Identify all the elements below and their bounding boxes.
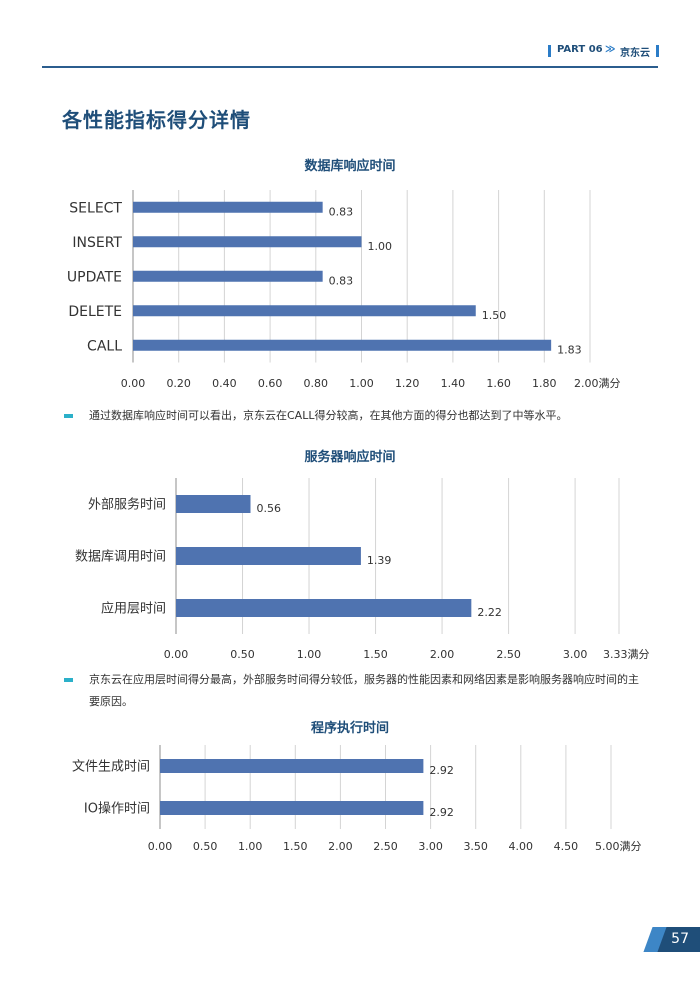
- tick-label: 0.00: [121, 377, 146, 390]
- data-label: 2.92: [429, 806, 454, 819]
- tick-label: 1.00: [238, 840, 263, 853]
- tick-label: 1.20: [395, 377, 420, 390]
- data-label: 2.22: [477, 606, 502, 619]
- tick-label: 1.50: [283, 840, 308, 853]
- tick-label: 3.50: [463, 840, 488, 853]
- tick-label: 2.50: [373, 840, 398, 853]
- chart-title-program-execution: 程序执行时间: [310, 721, 389, 736]
- category-label: INSERT: [72, 235, 122, 251]
- bar: [133, 305, 476, 317]
- note-db-response: 通过数据库响应时间可以看出，京东云在CALL得分较高，在其他方面的得分也都达到了…: [89, 409, 568, 422]
- category-label: 外部服务时间: [88, 497, 166, 513]
- data-label: 0.56: [256, 502, 281, 515]
- chart-server-response: 外部服务时间 0.56 数据库调用时间 1.39 应用层时间 2.22 0.00 0.50 1.…: [75, 478, 650, 661]
- note-server-response: 京东云在应用层时间得分最高，外部服务时间得分较低，服务器的性能因素和网络因素是影…: [89, 673, 639, 708]
- page-number: 57: [671, 931, 689, 947]
- bar: [133, 339, 552, 351]
- bar: [176, 495, 251, 513]
- tick-label: 0.00: [164, 648, 189, 661]
- bar: [160, 759, 424, 773]
- chevron-icon: ≫: [605, 44, 616, 55]
- page-title: 各性能指标得分详情: [62, 108, 251, 132]
- note-marker: [64, 678, 73, 682]
- category-label: UPDATE: [67, 269, 122, 285]
- tick-label: 1.60: [486, 377, 511, 390]
- category-label: SELECT: [69, 200, 122, 216]
- category-label: CALL: [87, 338, 122, 354]
- tick-label: 1.80: [532, 377, 557, 390]
- tick-label: 0.80: [304, 377, 329, 390]
- tick-label: 1.50: [363, 648, 388, 661]
- tick-label: 2.00: [430, 648, 455, 661]
- tick-label: 0.60: [258, 377, 283, 390]
- tick-label: 3.33满分: [603, 648, 650, 661]
- tick-label: 4.50: [554, 840, 579, 853]
- bar: [133, 236, 362, 248]
- data-label: 1.00: [368, 240, 393, 253]
- header-marker-left: [548, 45, 551, 57]
- header-marker-right: [656, 45, 659, 57]
- chart-db-response: SELECT 0.83 INSERT 1.00 UPDATE 0.83 DELETE 1.50…: [67, 190, 621, 390]
- bar: [133, 201, 323, 213]
- category-label: 数据库调用时间: [75, 549, 166, 565]
- tick-label: 3.00: [418, 840, 443, 853]
- bar: [160, 801, 424, 815]
- category-label: 文件生成时间: [72, 760, 150, 775]
- page-tab-accent: [643, 927, 667, 952]
- tick-label: 5.00满分: [595, 840, 642, 853]
- page-number-tab: 57: [643, 927, 700, 952]
- header-part-label: PART 06: [557, 44, 603, 55]
- bar: [176, 547, 361, 565]
- tick-label: 2.00: [328, 840, 353, 853]
- tick-label: 0.00: [148, 840, 173, 853]
- tick-label: 1.00: [349, 377, 374, 390]
- category-label: 应用层时间: [101, 601, 166, 617]
- chart-program-execution: 文件生成时间 2.92 IO操作时间 2.92 0.00 0.50 1.00 1.50 2.00…: [72, 745, 642, 853]
- tick-label: 2.00满分: [574, 377, 621, 390]
- header-rule: [42, 66, 658, 68]
- tick-label: 1.00: [297, 648, 322, 661]
- chart-title-db-response: 数据库响应时间: [304, 159, 396, 174]
- tick-label: 0.50: [193, 840, 218, 853]
- data-label: 1.83: [557, 343, 582, 356]
- category-label: DELETE: [68, 304, 122, 320]
- tick-label: 4.00: [509, 840, 534, 853]
- tick-label: 1.40: [441, 377, 466, 390]
- tick-label: 0.20: [166, 377, 191, 390]
- category-label: IO操作时间: [84, 801, 150, 817]
- bar: [176, 599, 472, 617]
- chart-title-server-response: 服务器响应时间: [304, 450, 396, 465]
- data-label: 2.92: [429, 764, 454, 777]
- bar: [133, 270, 323, 282]
- note-marker: [64, 414, 73, 418]
- data-label: 1.39: [367, 554, 392, 567]
- tick-label: 2.50: [496, 648, 521, 661]
- header-company: 京东云: [620, 48, 650, 59]
- tick-label: 0.50: [230, 648, 255, 661]
- data-label: 1.50: [482, 309, 507, 322]
- data-label: 0.83: [329, 205, 354, 218]
- data-label: 0.83: [329, 274, 354, 287]
- tick-label: 0.40: [212, 377, 237, 390]
- tick-label: 3.00: [563, 648, 588, 661]
